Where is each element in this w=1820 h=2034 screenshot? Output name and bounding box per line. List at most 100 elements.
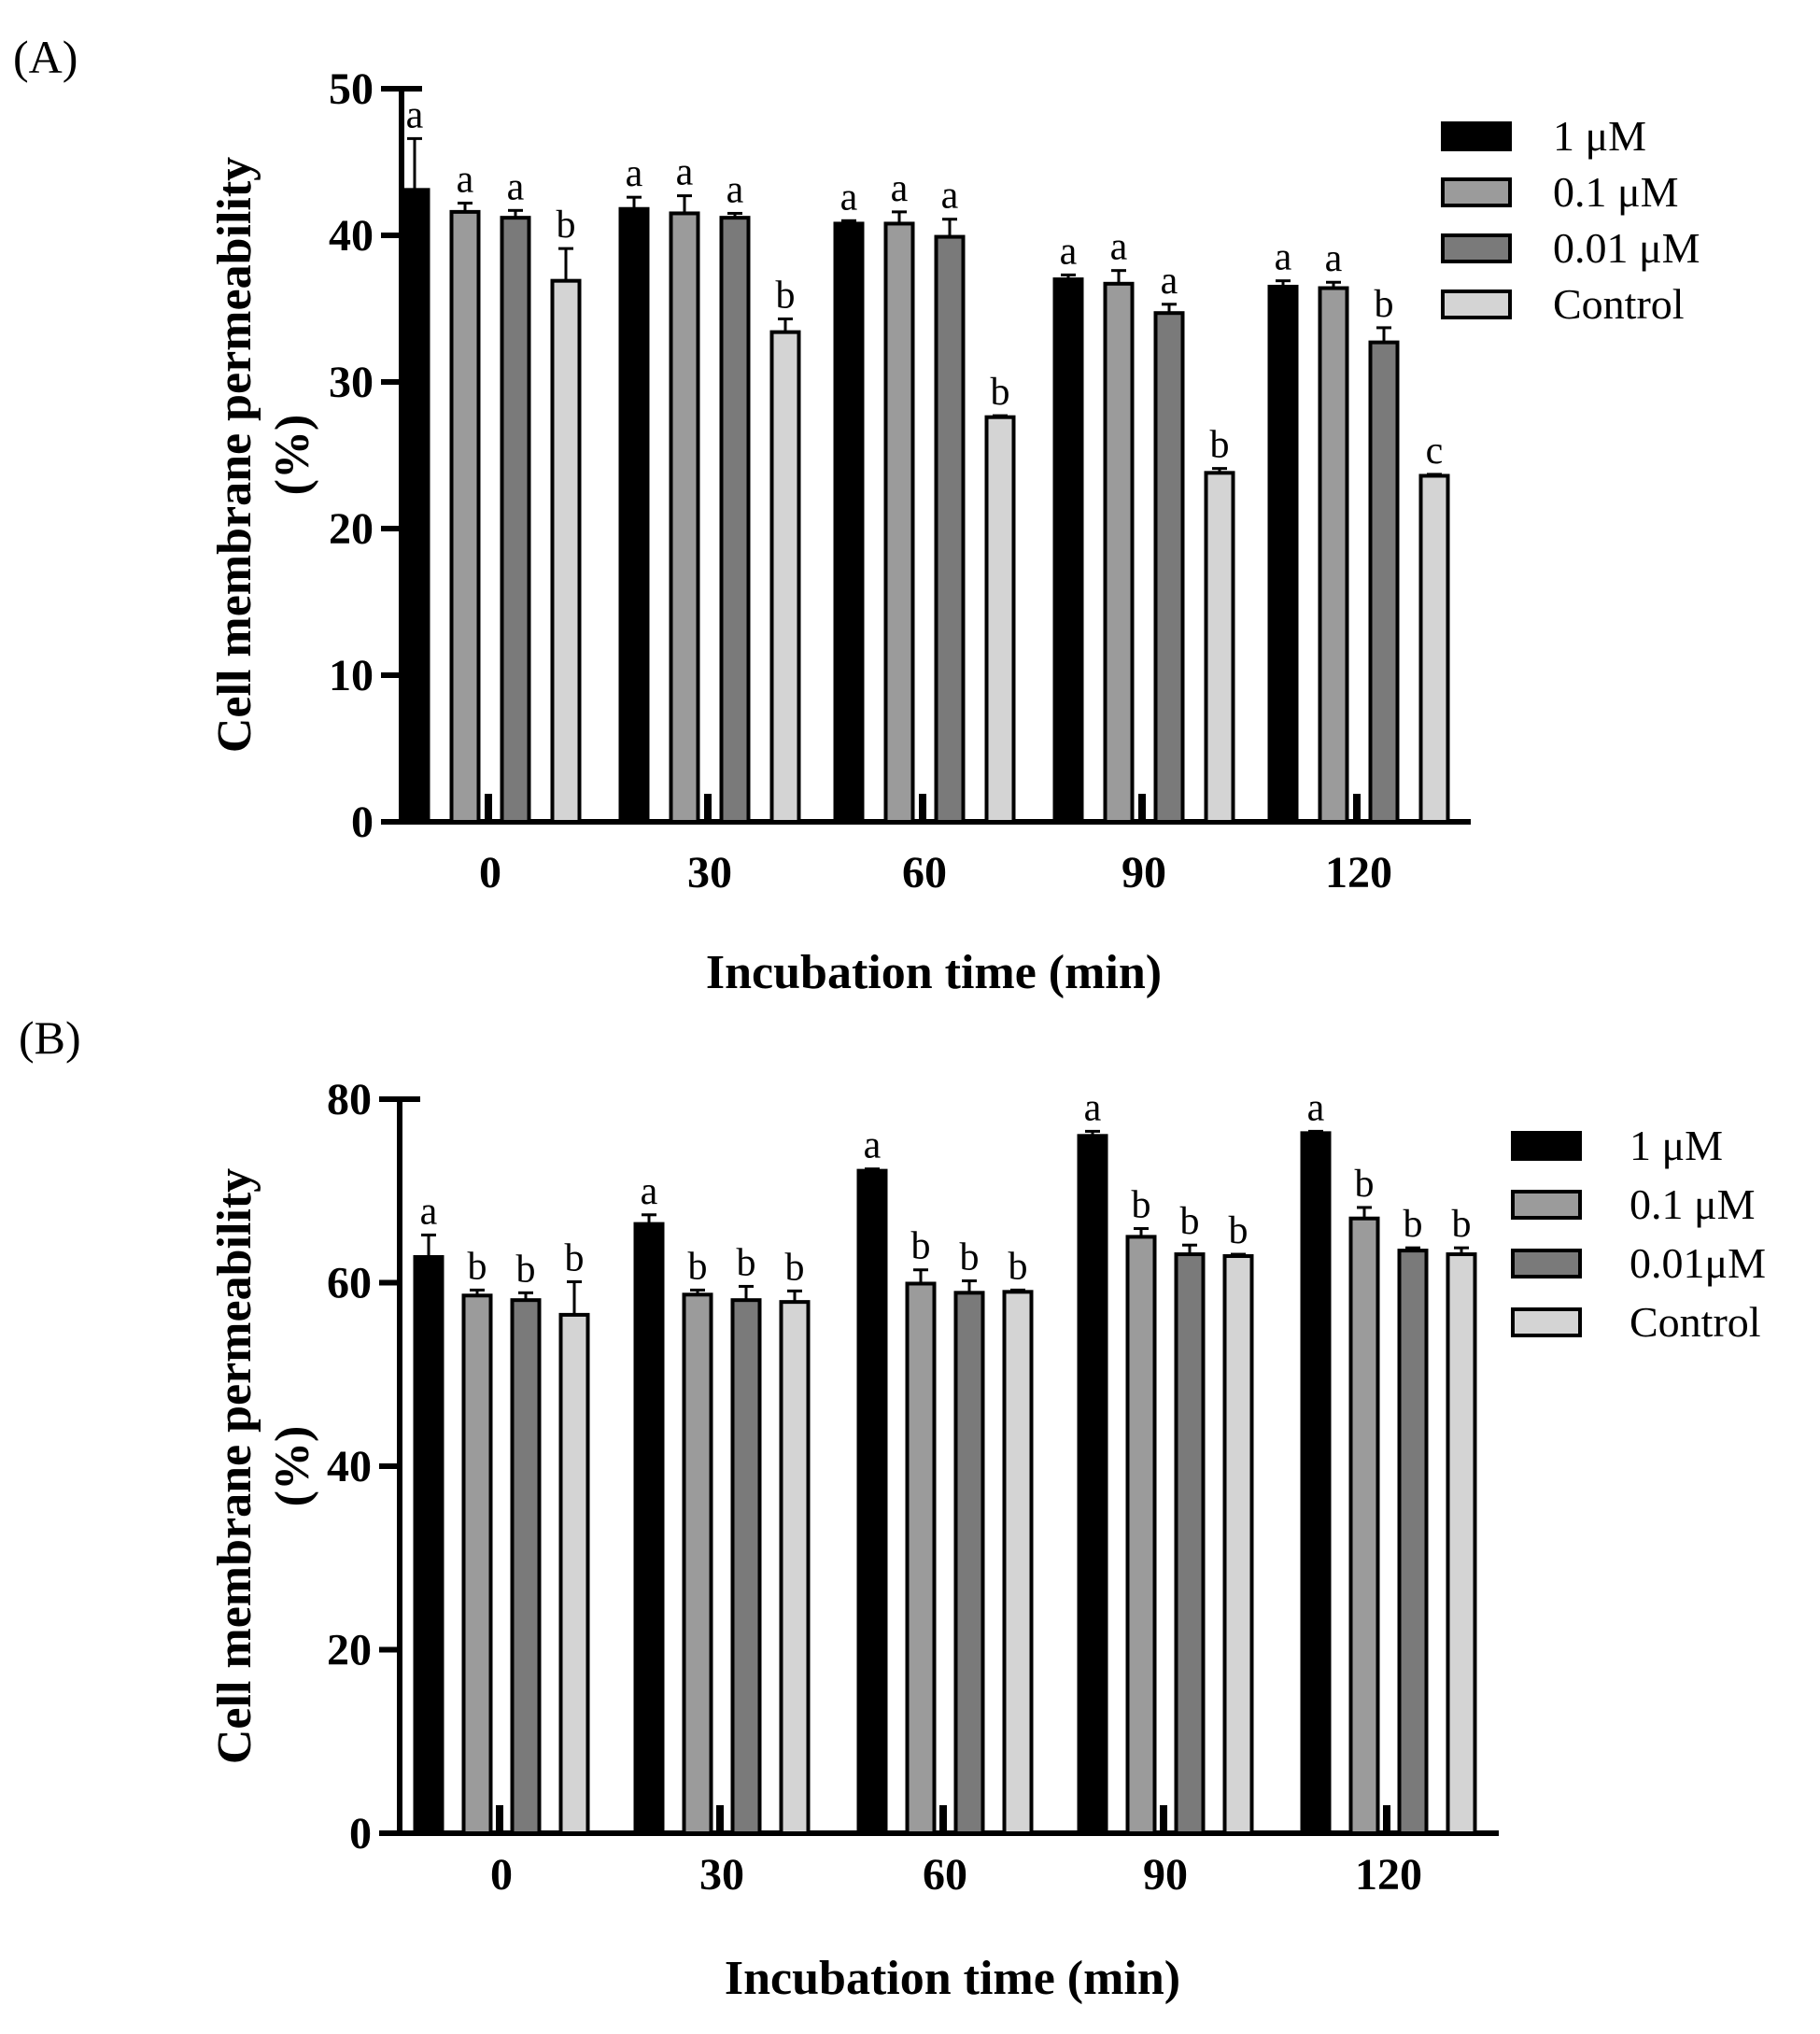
significance-label: a bbox=[840, 176, 858, 219]
legend-label: 1 μM bbox=[1630, 1122, 1723, 1169]
legend-swatch bbox=[1441, 177, 1512, 207]
legend-label: 0.01μM bbox=[1630, 1239, 1766, 1287]
bar bbox=[500, 216, 531, 825]
y-tick-label: 30 bbox=[329, 358, 374, 407]
bar bbox=[1052, 277, 1084, 825]
x-tick-label: 90 bbox=[1143, 1850, 1188, 1900]
bar bbox=[1418, 473, 1450, 824]
bar bbox=[883, 221, 915, 824]
significance-label: a bbox=[1084, 1086, 1102, 1129]
significance-label: b bbox=[1375, 283, 1394, 326]
group-marker bbox=[1160, 1805, 1167, 1833]
y-tick-label: 0 bbox=[351, 798, 374, 847]
significance-label: b bbox=[776, 274, 796, 317]
legend-swatch bbox=[1511, 1190, 1582, 1220]
bar bbox=[1153, 311, 1185, 824]
significance-label: b bbox=[468, 1245, 487, 1288]
significance-label: a bbox=[457, 158, 474, 201]
group-marker bbox=[485, 794, 492, 822]
y-axis-title-unit: (%) bbox=[266, 415, 319, 496]
bar bbox=[618, 206, 650, 825]
bar bbox=[984, 415, 1016, 824]
bar bbox=[905, 1281, 937, 1836]
panel-label: (A) bbox=[13, 31, 78, 83]
significance-label: b bbox=[911, 1225, 931, 1268]
legend-label: 0.01 μM bbox=[1553, 224, 1700, 272]
group-marker bbox=[716, 1805, 724, 1833]
significance-label: b bbox=[960, 1236, 980, 1279]
y-axis-title-unit: (%) bbox=[266, 1426, 319, 1507]
significance-label: b bbox=[1210, 424, 1230, 467]
bar bbox=[1103, 281, 1135, 824]
bar bbox=[449, 209, 481, 824]
legend-label: 0.1 μM bbox=[1630, 1180, 1756, 1228]
chart-panel-1: (B) 0 20 40 60 80 Cell membrane permeability (%… bbox=[19, 1011, 1766, 2005]
significance-label: a bbox=[1325, 237, 1343, 280]
significance-label: b bbox=[1132, 1184, 1151, 1227]
x-tick-label: 0 bbox=[479, 848, 501, 897]
significance-label: c bbox=[1426, 430, 1444, 473]
bar bbox=[461, 1293, 493, 1835]
significance-label: b bbox=[1404, 1203, 1423, 1246]
significance-label: b bbox=[737, 1241, 756, 1284]
bar bbox=[769, 330, 801, 824]
significance-label: a bbox=[864, 1124, 882, 1167]
bar bbox=[730, 1298, 762, 1835]
legend-label: Control bbox=[1630, 1298, 1761, 1346]
bar bbox=[1267, 284, 1299, 824]
chart-panel-0: (A) 0 10 20 30 40 50 Cell membrane permeability… bbox=[13, 31, 1700, 999]
y-axis-title: Cell membrane permeability bbox=[208, 1168, 261, 1764]
group-marker bbox=[1383, 1805, 1390, 1833]
significance-label: a bbox=[420, 1190, 438, 1233]
group-marker bbox=[1138, 794, 1146, 822]
significance-label: b bbox=[1180, 1200, 1200, 1243]
group-marker bbox=[939, 1805, 947, 1833]
bar bbox=[1300, 1131, 1332, 1836]
y-tick-label: 60 bbox=[327, 1259, 372, 1308]
y-tick-label: 50 bbox=[329, 64, 374, 114]
x-tick-label: 90 bbox=[1122, 848, 1166, 897]
significance-label: a bbox=[727, 168, 744, 211]
bar bbox=[1348, 1216, 1380, 1835]
significance-label: a bbox=[406, 93, 424, 136]
significance-label: b bbox=[991, 371, 1010, 414]
group-marker bbox=[496, 1805, 503, 1833]
x-axis-title: Incubation time (min) bbox=[706, 946, 1162, 999]
significance-label: b bbox=[1452, 1203, 1472, 1246]
bar bbox=[1222, 1254, 1254, 1835]
legend-label: Control bbox=[1553, 280, 1685, 328]
bar bbox=[779, 1300, 811, 1835]
significance-label: b bbox=[1009, 1245, 1028, 1288]
bar bbox=[856, 1168, 888, 1835]
x-tick-label: 60 bbox=[902, 848, 947, 897]
significance-label: a bbox=[1275, 236, 1292, 279]
bar bbox=[1077, 1134, 1108, 1836]
bar bbox=[934, 234, 966, 824]
bar bbox=[1204, 471, 1235, 824]
x-axis-title: Incubation time (min) bbox=[725, 1952, 1180, 2005]
y-tick-label: 40 bbox=[327, 1442, 372, 1491]
bar bbox=[669, 211, 700, 824]
legend-label: 0.1 μM bbox=[1553, 168, 1679, 216]
bar bbox=[399, 188, 430, 824]
y-tick-label: 20 bbox=[329, 504, 374, 554]
significance-label: b bbox=[785, 1246, 805, 1289]
bar bbox=[1397, 1249, 1429, 1836]
significance-label: a bbox=[676, 151, 694, 194]
significance-label: a bbox=[891, 167, 909, 210]
significance-label: a bbox=[507, 165, 525, 208]
bar bbox=[1002, 1290, 1034, 1835]
legend-swatch bbox=[1511, 1249, 1582, 1278]
bar bbox=[550, 278, 582, 825]
significance-label: b bbox=[1355, 1163, 1375, 1206]
significance-label: b bbox=[565, 1237, 585, 1280]
x-tick-label: 30 bbox=[687, 848, 732, 897]
x-tick-label: 60 bbox=[923, 1850, 967, 1900]
significance-label: b bbox=[688, 1245, 708, 1288]
panel-label: (B) bbox=[19, 1011, 81, 1064]
legend-swatch bbox=[1511, 1131, 1582, 1161]
bar bbox=[1125, 1235, 1157, 1835]
significance-label: b bbox=[557, 204, 576, 247]
significance-label: a bbox=[1307, 1086, 1325, 1129]
